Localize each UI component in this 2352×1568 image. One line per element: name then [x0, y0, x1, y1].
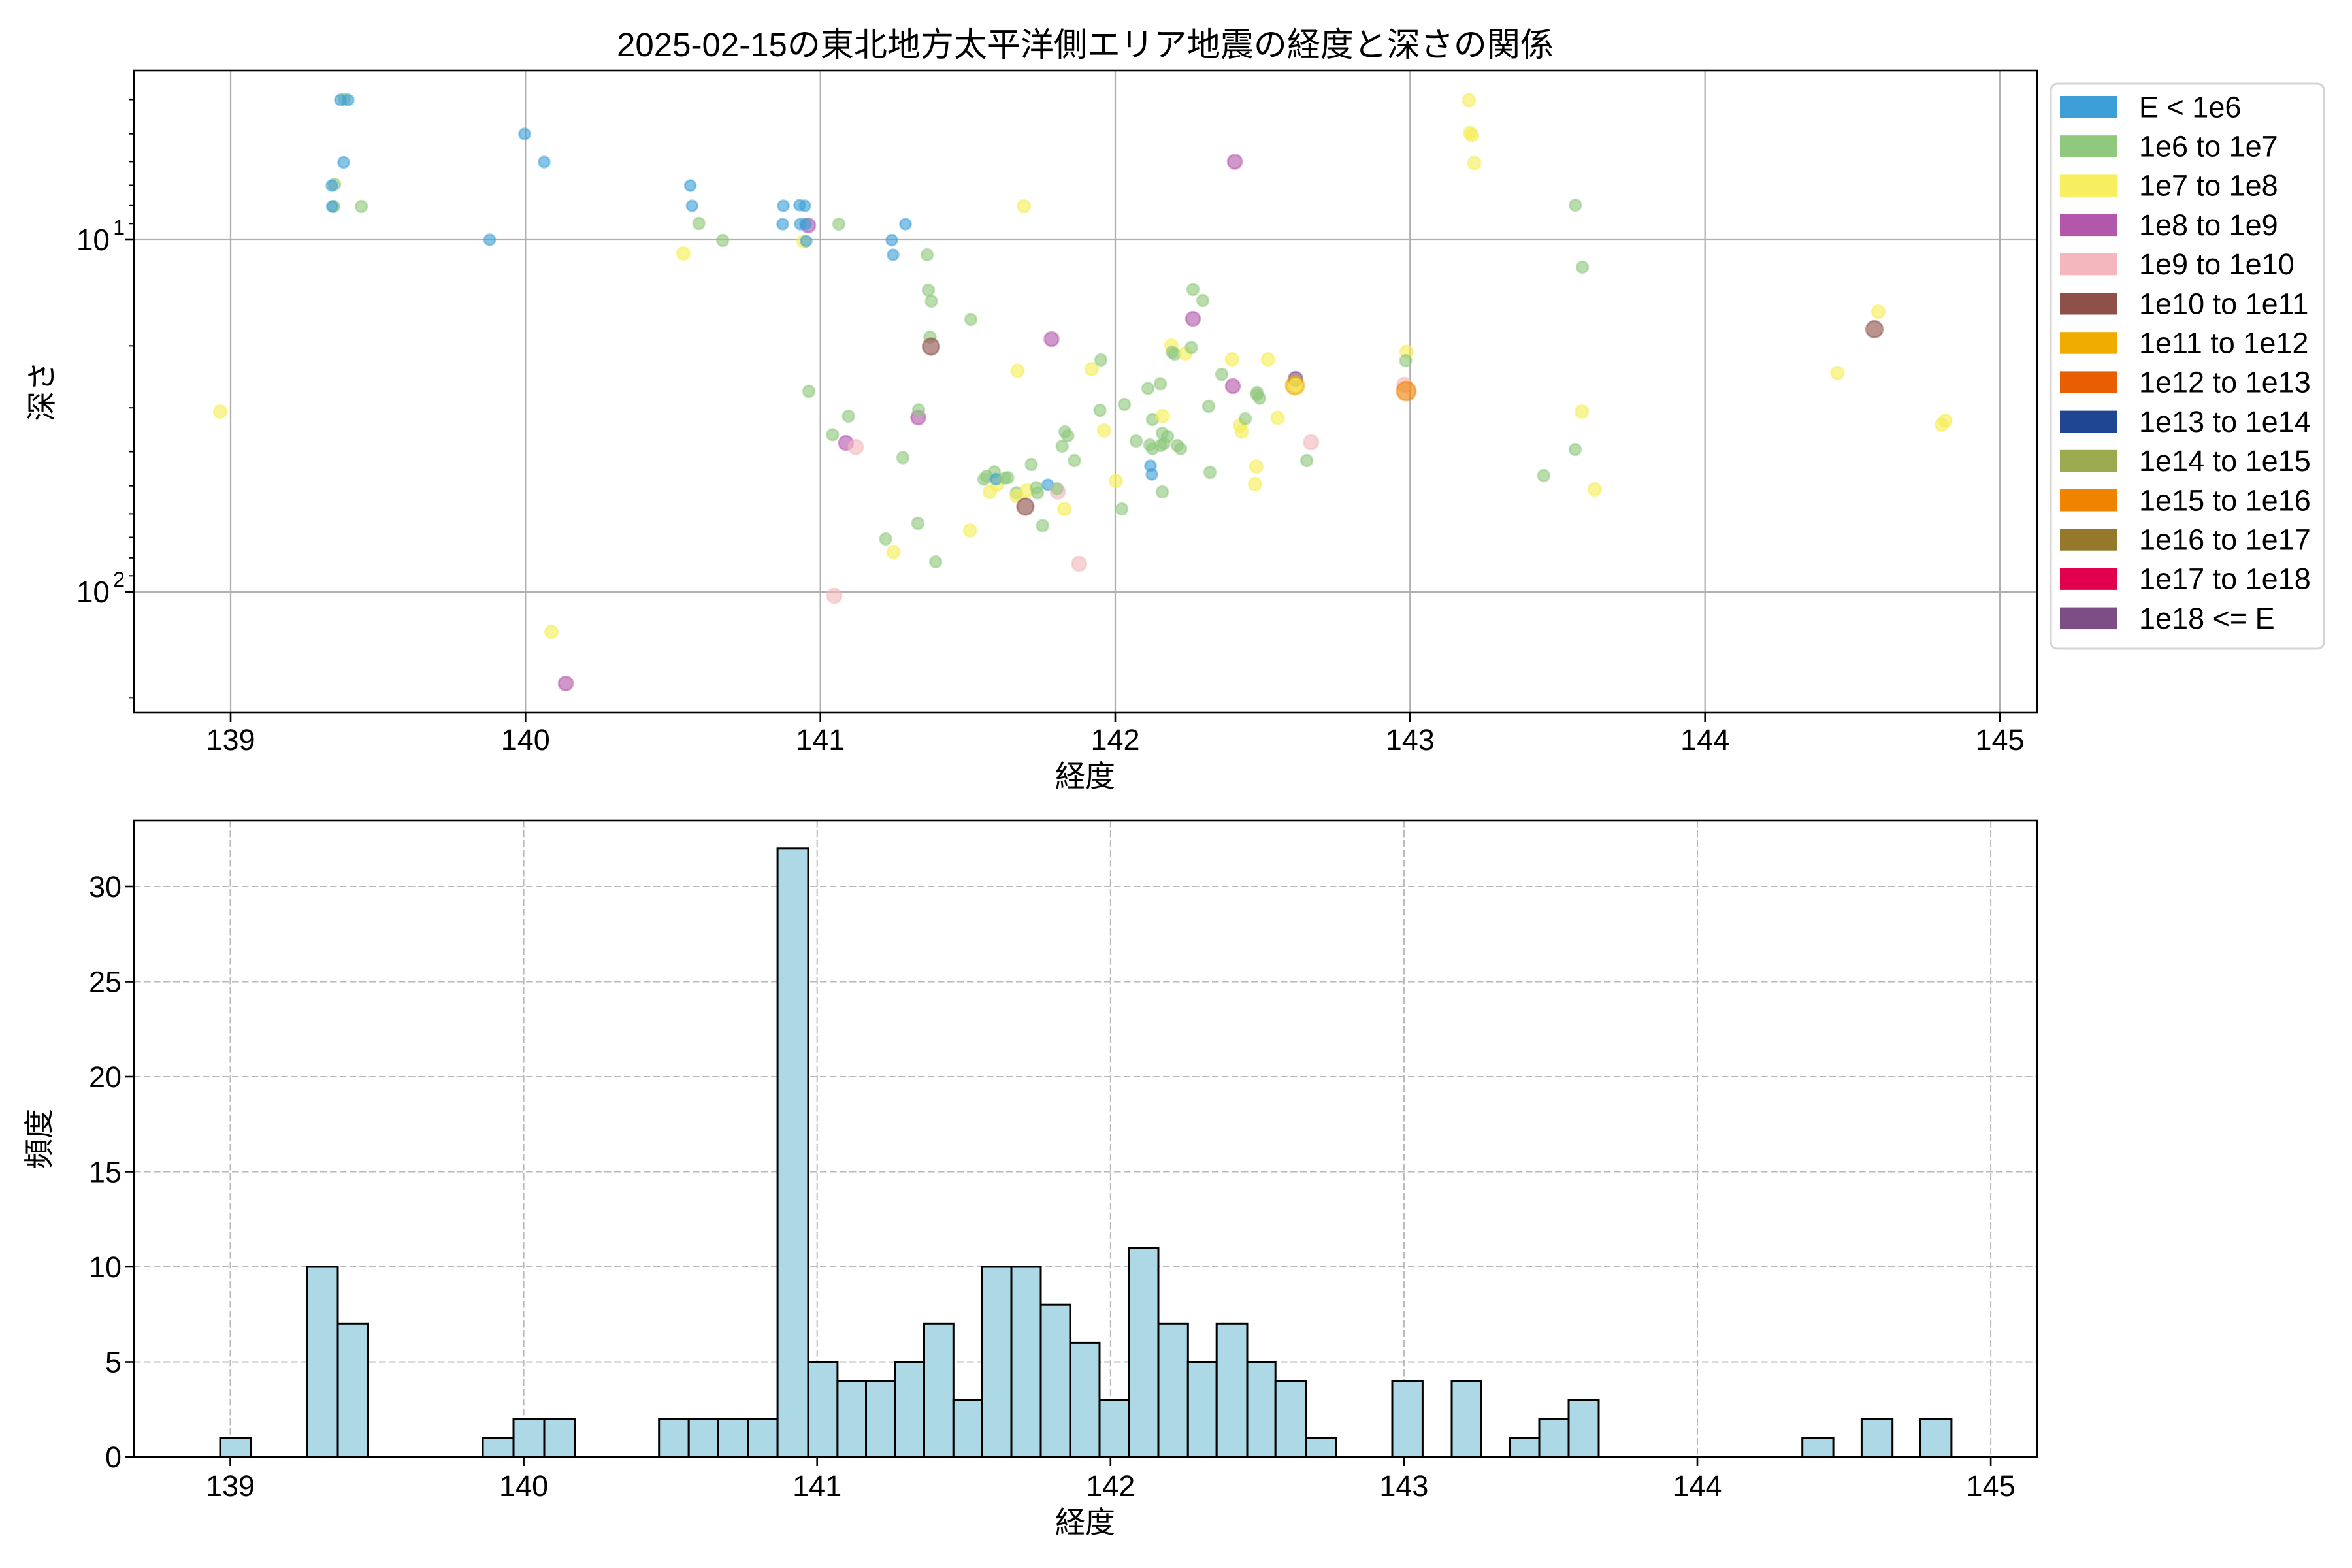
svg-text:15: 15: [89, 1156, 122, 1189]
svg-text:25: 25: [89, 966, 122, 999]
svg-text:30: 30: [89, 870, 122, 904]
svg-text:1: 1: [113, 216, 125, 239]
svg-text:経度: 経度: [1055, 1505, 1115, 1539]
svg-text:1e9 to 1e10: 1e9 to 1e10: [2139, 248, 2295, 281]
svg-text:144: 144: [1680, 723, 1729, 757]
svg-text:2: 2: [113, 568, 125, 591]
svg-text:145: 145: [1967, 1469, 2016, 1503]
svg-text:142: 142: [1090, 723, 1139, 757]
svg-text:141: 141: [796, 723, 845, 757]
svg-text:140: 140: [501, 723, 550, 757]
svg-text:1e7 to 1e8: 1e7 to 1e8: [2139, 169, 2278, 203]
svg-text:5: 5: [105, 1346, 122, 1379]
svg-text:145: 145: [1975, 723, 2024, 757]
svg-text:139: 139: [206, 723, 255, 757]
svg-text:143: 143: [1379, 1469, 1428, 1503]
svg-text:143: 143: [1386, 723, 1435, 757]
svg-text:1e13 to 1e14: 1e13 to 1e14: [2139, 405, 2311, 438]
svg-text:1e11 to 1e12: 1e11 to 1e12: [2139, 327, 2308, 360]
svg-text:頻度: 頻度: [22, 1109, 56, 1169]
svg-text:141: 141: [792, 1469, 841, 1503]
svg-text:10: 10: [89, 1250, 122, 1284]
svg-text:1e18 <= E: 1e18 <= E: [2139, 602, 2275, 635]
svg-text:E < 1e6: E < 1e6: [2139, 90, 2241, 123]
svg-text:140: 140: [499, 1469, 548, 1503]
svg-text:139: 139: [206, 1469, 255, 1503]
svg-text:1e6 to 1e7: 1e6 to 1e7: [2139, 130, 2278, 163]
svg-text:10: 10: [76, 575, 110, 609]
svg-text:142: 142: [1086, 1469, 1135, 1503]
svg-text:144: 144: [1673, 1469, 1722, 1503]
svg-text:1e16 to 1e17: 1e16 to 1e17: [2139, 523, 2311, 557]
svg-text:1e15 to 1e16: 1e15 to 1e16: [2139, 483, 2311, 517]
svg-text:2025-02-15の東北地方太平洋側エリア地震の経度と深さ: 2025-02-15の東北地方太平洋側エリア地震の経度と深さの関係: [617, 26, 1554, 63]
svg-text:20: 20: [89, 1060, 122, 1094]
svg-text:深さ: 深さ: [25, 361, 59, 421]
svg-text:10: 10: [76, 223, 110, 257]
svg-text:1e12 to 1e13: 1e12 to 1e13: [2139, 366, 2311, 399]
svg-text:1e14 to 1e15: 1e14 to 1e15: [2139, 444, 2311, 478]
svg-text:1e10 to 1e11: 1e10 to 1e11: [2139, 287, 2308, 320]
svg-text:経度: 経度: [1055, 759, 1115, 793]
svg-text:1e8 to 1e9: 1e8 to 1e9: [2139, 208, 2278, 242]
svg-text:1e17 to 1e18: 1e17 to 1e18: [2139, 563, 2311, 596]
svg-text:0: 0: [105, 1441, 122, 1474]
